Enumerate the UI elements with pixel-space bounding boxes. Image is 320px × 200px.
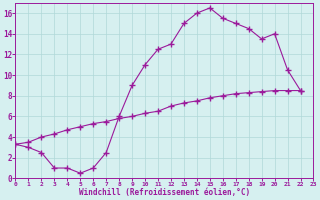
X-axis label: Windchill (Refroidissement éolien,°C): Windchill (Refroidissement éolien,°C) bbox=[79, 188, 250, 197]
